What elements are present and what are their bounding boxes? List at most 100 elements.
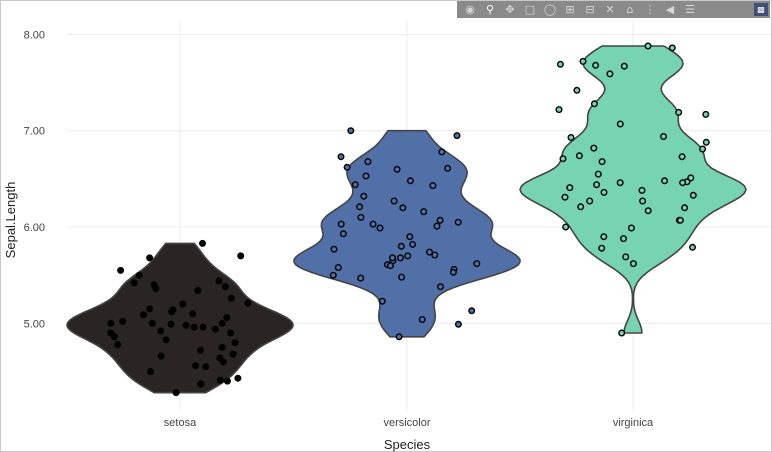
point-setosa-32[interactable] [110,333,118,341]
point-versicolor-19[interactable] [376,224,384,232]
point-virginica-47[interactable] [562,223,570,231]
point-setosa-48[interactable] [197,380,205,388]
point-versicolor-12[interactable] [356,203,364,211]
point-setosa-3[interactable] [117,266,125,274]
point-setosa-1[interactable] [237,252,245,260]
point-setosa-19[interactable] [223,314,231,322]
point-virginica-3[interactable] [556,60,564,68]
point-versicolor-31[interactable] [334,264,342,272]
point-virginica-44[interactable] [629,260,637,268]
point-versicolor-9[interactable] [429,182,437,190]
point-versicolor-7[interactable] [362,172,370,180]
point-setosa-8[interactable] [221,283,229,291]
point-setosa-22[interactable] [107,319,115,327]
point-versicolor-36[interactable] [357,274,365,282]
point-virginica-9[interactable] [555,106,563,114]
point-versicolor-6[interactable] [444,164,452,172]
plotly-logo-icon[interactable]: ▩ [754,3,768,16]
point-setosa-30[interactable] [227,329,235,337]
camera-icon[interactable]: ◉ [465,2,475,16]
point-versicolor-10[interactable] [360,192,368,200]
point-versicolor-35[interactable] [398,273,406,281]
point-setosa-18[interactable] [139,311,147,319]
point-setosa-35[interactable] [114,341,122,349]
violin-versicolor[interactable] [293,129,521,338]
point-versicolor-23[interactable] [330,245,338,253]
point-virginica-26[interactable] [616,179,624,187]
point-setosa-28[interactable] [211,325,219,333]
zoom-in-icon[interactable]: ⊞ [565,2,575,16]
point-versicolor-45[interactable] [351,181,359,189]
point-virginica-17[interactable] [699,145,707,153]
point-setosa-25[interactable] [182,321,190,329]
point-setosa-24[interactable] [167,320,175,328]
point-virginica-40[interactable] [620,235,628,243]
point-versicolor-11[interactable] [390,197,398,205]
point-versicolor-25[interactable] [431,251,439,259]
box-select-icon[interactable]: □ [524,2,536,16]
point-virginica-35[interactable] [681,204,689,212]
point-virginica-0[interactable] [644,42,652,50]
point-versicolor-15[interactable] [436,216,444,224]
point-virginica-42[interactable] [598,244,606,252]
point-virginica-18[interactable] [575,152,583,160]
point-versicolor-40[interactable] [418,316,426,324]
point-versicolor-29[interactable] [473,260,481,268]
point-versicolor-26[interactable] [404,252,412,260]
point-setosa-33[interactable] [162,336,170,344]
point-virginica-23[interactable] [661,177,669,185]
point-setosa-6[interactable] [130,279,138,287]
point-setosa-38[interactable] [229,350,237,358]
point-versicolor-2[interactable] [438,148,446,156]
point-setosa-39[interactable] [157,352,165,360]
point-versicolor-41[interactable] [454,320,462,328]
point-setosa-16[interactable] [168,308,176,316]
point-versicolor-8[interactable] [406,177,414,185]
point-setosa-44[interactable] [146,368,154,376]
point-virginica-33[interactable] [586,197,594,205]
point-versicolor-43[interactable] [337,220,345,228]
point-virginica-4[interactable] [592,61,600,69]
point-versicolor-38[interactable] [378,297,386,305]
point-virginica-15[interactable] [702,138,710,146]
point-setosa-29[interactable] [157,327,165,335]
point-versicolor-0[interactable] [347,127,355,135]
point-versicolor-13[interactable] [420,208,428,216]
reset-axes-icon[interactable]: ⌂ [626,2,634,16]
point-virginica-36[interactable] [644,207,652,215]
point-versicolor-21[interactable] [409,240,417,248]
point-virginica-21[interactable] [598,158,606,166]
point-versicolor-34[interactable] [329,271,337,279]
zoom-out-icon[interactable]: ⊟ [585,2,595,16]
point-virginica-7[interactable] [573,86,581,94]
point-setosa-37[interactable] [196,346,204,354]
point-setosa-26[interactable] [190,323,198,331]
pan-icon[interactable]: ✥ [505,2,515,16]
point-versicolor-3[interactable] [337,153,345,161]
point-versicolor-4[interactable] [364,158,372,166]
point-virginica-14[interactable] [567,133,575,141]
point-versicolor-16[interactable] [454,218,462,226]
point-virginica-1[interactable] [668,44,676,52]
point-versicolor-33[interactable] [449,268,457,276]
point-setosa-2[interactable] [146,254,154,262]
point-versicolor-37[interactable] [437,283,445,291]
point-virginica-46[interactable] [594,170,602,178]
point-versicolor-44[interactable] [389,254,397,262]
point-virginica-27[interactable] [593,181,601,189]
point-setosa-34[interactable] [231,339,239,347]
point-versicolor-20[interactable] [339,230,347,238]
point-setosa-21[interactable] [218,319,226,327]
point-virginica-41[interactable] [689,243,697,251]
point-virginica-13[interactable] [660,132,668,140]
zoom-icon[interactable]: ⚲ [485,2,495,16]
point-setosa-10[interactable] [194,287,202,295]
point-setosa-42[interactable] [191,362,199,370]
point-virginica-31[interactable] [561,193,569,201]
point-setosa-12[interactable] [244,299,252,307]
point-versicolor-42[interactable] [395,333,403,341]
point-setosa-9[interactable] [152,285,160,293]
point-virginica-8[interactable] [590,100,598,108]
point-versicolor-22[interactable] [397,242,405,250]
